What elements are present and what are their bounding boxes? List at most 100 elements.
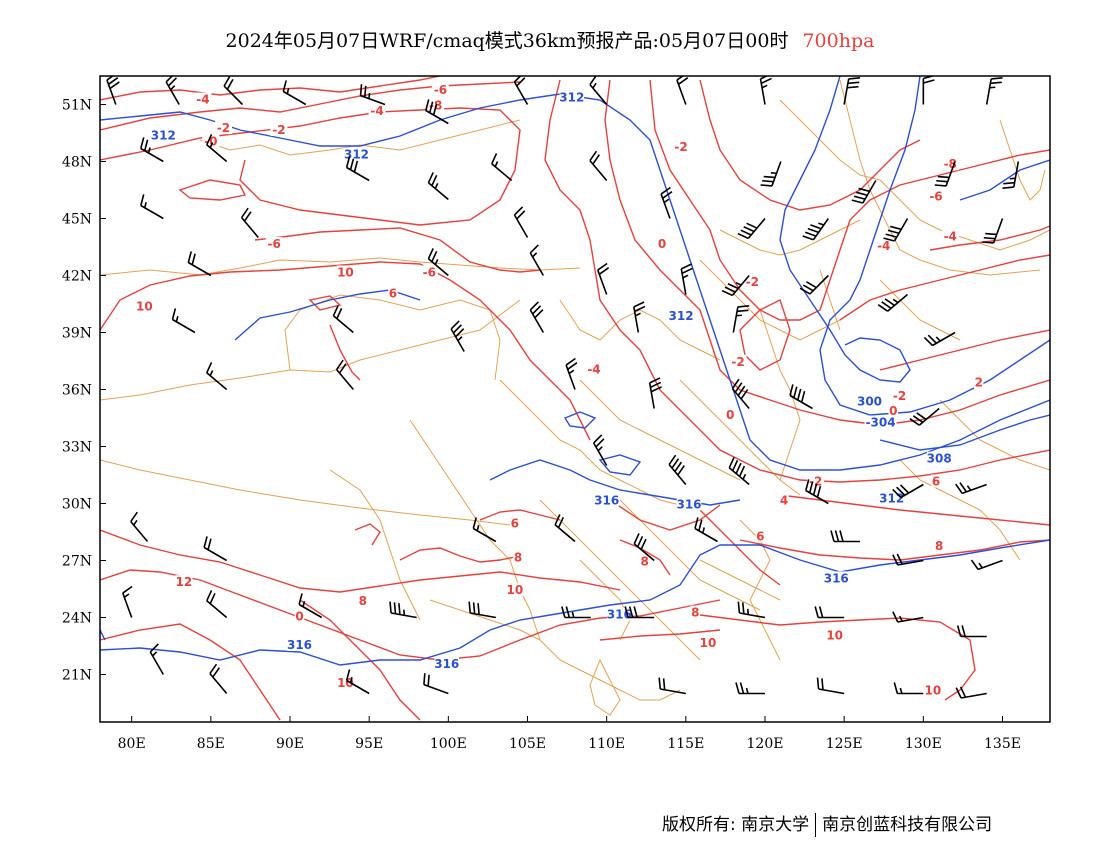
wind-barb xyxy=(423,673,449,695)
lon-tick-label: 135E xyxy=(984,736,1021,752)
temperature-contour-label: 10 xyxy=(924,684,941,698)
temperature-contour-label: 10 xyxy=(700,636,717,650)
wind-barb xyxy=(970,559,1003,571)
latitude-axis: 51N 48N 45N 42N 39N 36N 33N 30N 27N 24N 21N xyxy=(62,98,106,684)
temperature-contour-label: 8 xyxy=(640,554,648,568)
temperature-contour-label: -4 xyxy=(944,229,957,243)
temperature-contour-label-bg xyxy=(875,238,893,252)
wind-barb xyxy=(298,593,323,619)
wind-barb xyxy=(805,479,829,505)
wind-barb xyxy=(658,677,686,695)
temperature-contour-label-bg xyxy=(931,474,941,488)
copyright-right: 南京创蓝科技有限公司 xyxy=(822,815,993,835)
wind-barb xyxy=(830,530,860,543)
lon-tick-label: 110E xyxy=(588,736,625,752)
height-contour-label-bg xyxy=(857,394,882,408)
temperature-contour-label: -6 xyxy=(434,83,447,97)
lat-tick-label: 48N xyxy=(62,155,92,171)
lat-tick-label: 36N xyxy=(62,383,92,399)
temperature-contour-label-bg xyxy=(657,237,667,250)
wind-barb xyxy=(680,263,693,295)
temperature-contour-label-bg xyxy=(779,493,789,507)
wind-barb xyxy=(589,150,608,182)
height-contour-label: 312 xyxy=(879,492,904,506)
temperature-contour-label: 8 xyxy=(514,551,522,565)
temperature-contour-label: 12 xyxy=(176,575,193,589)
temperature-contour-label: 8 xyxy=(691,606,699,620)
lon-tick-label: 115E xyxy=(667,736,704,752)
temperature-labels: -4-2-0-2-4-6-8-6-610106-40-2-2-20-8-6-4-… xyxy=(135,83,984,698)
wind-barb xyxy=(282,80,307,106)
lat-tick-label: 30N xyxy=(62,497,92,513)
temperature-contour-label: 0 xyxy=(726,408,734,422)
lon-tick-label: 90E xyxy=(276,736,304,752)
wind-barb xyxy=(985,77,1003,105)
wind-barb xyxy=(892,611,924,623)
height-contour-label-bg xyxy=(594,493,619,507)
wind-barb xyxy=(735,682,765,695)
temperature-contour-label-bg xyxy=(431,83,449,97)
temperature-contour-label: -4 xyxy=(370,104,383,118)
temperature-contour-label: -2 xyxy=(272,123,285,137)
temperature-contour-label-bg xyxy=(743,275,761,288)
wind-barb xyxy=(633,301,646,333)
wind-barb xyxy=(187,251,212,277)
wind-barb xyxy=(130,511,149,543)
temperature-contour-label: 8 xyxy=(359,594,367,608)
temperature-contour-label: 0 xyxy=(658,237,666,251)
wind-barb xyxy=(565,357,578,390)
wind-barb xyxy=(955,686,987,699)
wind-barb xyxy=(843,77,861,105)
wind-barb xyxy=(633,533,655,562)
wind-barb xyxy=(694,517,718,543)
height-contour-label: 316 xyxy=(594,494,619,508)
height-contour-label: 312 xyxy=(669,309,694,323)
wind-barb xyxy=(759,76,772,105)
wind-barb xyxy=(814,606,845,619)
temperature-contour-label: 6 xyxy=(756,530,764,544)
footer-divider xyxy=(815,813,817,837)
wind-barb xyxy=(335,359,354,391)
lon-tick-label: 120E xyxy=(747,736,784,752)
wind-barb xyxy=(892,553,924,566)
lat-tick-label: 39N xyxy=(62,326,92,342)
wind-barb xyxy=(206,590,228,619)
lat-tick-label: 33N xyxy=(62,440,92,456)
wind-barb xyxy=(589,76,608,106)
wind-barb xyxy=(802,218,829,241)
wind-barb xyxy=(721,274,750,297)
height-contour-label-bg xyxy=(344,147,369,161)
wind-barb xyxy=(668,454,687,486)
wind-barb xyxy=(491,153,513,182)
height-contour-label-bg xyxy=(668,309,694,323)
wind-barb xyxy=(513,76,529,105)
temperature-contour-label-bg xyxy=(336,675,354,689)
temperature-contour-label: 8 xyxy=(935,539,943,553)
temperature-contour-label-bg xyxy=(725,408,735,421)
wind-barb xyxy=(982,218,1004,244)
lon-tick-label: 80E xyxy=(118,736,146,752)
temperature-contour-label-bg xyxy=(506,582,524,596)
temperature-contour-label-bg xyxy=(420,265,438,279)
temperature-contour-label-bg xyxy=(265,237,283,250)
wind-barb xyxy=(592,434,608,466)
temperature-contour-label-bg xyxy=(639,554,650,568)
lon-tick-label: 95E xyxy=(355,736,383,752)
wind-barb xyxy=(648,377,662,409)
temperature-contour-label-bg xyxy=(974,375,984,389)
temperature-contour-label: 10 xyxy=(506,583,523,597)
temperature-contour-label-bg xyxy=(755,529,765,543)
wind-barb xyxy=(209,663,228,695)
height-contour-label: 300 xyxy=(857,395,882,409)
height-contour-label-bg xyxy=(676,497,702,511)
height-contour-label-bg xyxy=(559,90,585,104)
wind-barb xyxy=(529,244,545,276)
wind-barb xyxy=(106,76,120,105)
temperature-contour-label-bg xyxy=(510,516,520,530)
wind-barb xyxy=(345,669,370,695)
temperature-contour-label: 10 xyxy=(826,628,843,642)
map-title: 2024年05月07日WRF/cmaq模式36km预报产品:05月07日00时 7… xyxy=(0,26,1100,53)
temperature-contour-label-bg xyxy=(513,550,523,564)
wind-barb xyxy=(956,625,987,638)
